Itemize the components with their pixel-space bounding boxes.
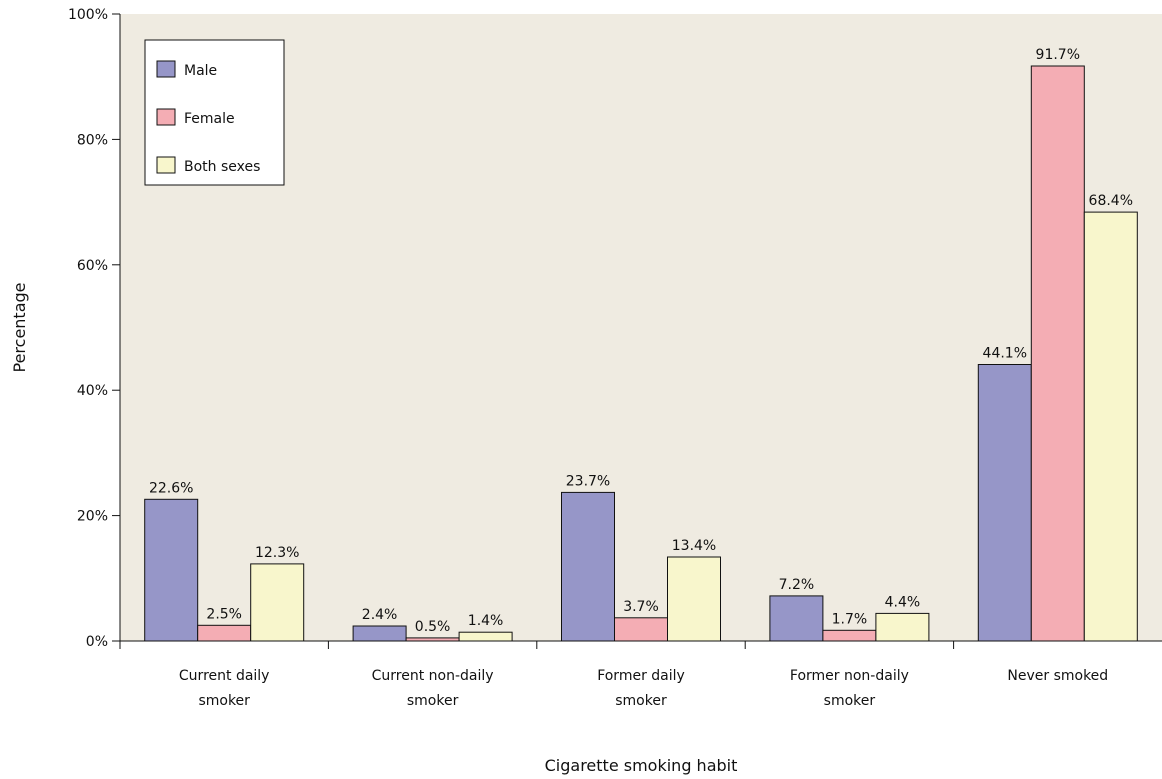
- data-label: 12.3%: [255, 545, 299, 561]
- legend-swatch: [156, 60, 176, 78]
- x-tick-label: Current daily smoker: [179, 668, 270, 709]
- y-axis-title: Percentage: [10, 282, 29, 372]
- data-label: 3.7%: [623, 599, 659, 615]
- x-axis-title: Cigarette smoking habit: [545, 756, 738, 775]
- x-tick-label: Former daily smoker: [597, 668, 685, 709]
- legend-label: Male: [184, 63, 217, 79]
- legend-swatch: [156, 108, 176, 126]
- data-label: 7.2%: [779, 577, 815, 593]
- data-labels-group: 22.6% 2.5% 12.3% 2.4% 0.5% 1.4% 23.7% 3.7% 13.4%…: [149, 47, 1133, 635]
- y-tick-label: 60%: [77, 258, 108, 274]
- y-tick-label: 80%: [77, 132, 108, 148]
- data-label: 4.4%: [885, 594, 921, 610]
- data-label: 0.5%: [415, 619, 451, 635]
- bar-female-4: [1030, 65, 1085, 642]
- legend-swatch: [156, 156, 176, 174]
- y-tick-label: 0%: [86, 634, 108, 650]
- data-label: 2.4%: [362, 607, 398, 623]
- legend-label: Female: [184, 111, 235, 127]
- bar-male-0: [144, 498, 199, 642]
- bar-both-sexes-4: [1083, 211, 1138, 642]
- data-label: 23.7%: [566, 473, 610, 489]
- bar-both-sexes-2: [667, 556, 721, 642]
- bar-male-2: [561, 491, 615, 642]
- bar-both-sexes-3: [875, 612, 930, 642]
- x-tick-label: Never smoked: [1007, 668, 1108, 684]
- y-tick-label: 20%: [77, 509, 108, 525]
- bar-female-0: [197, 624, 252, 642]
- x-tick-label: Former non-daily smoker: [790, 668, 909, 709]
- axes-group: 0% 20% 40% 60% 80% 100% Current daily smoker Cur…: [68, 7, 1162, 709]
- bar-female-2: [614, 617, 668, 642]
- bar-female-3: [822, 629, 877, 642]
- bar-both-sexes-1: [458, 631, 513, 642]
- bar-both-sexes-0: [250, 563, 305, 642]
- y-tick-label: 40%: [77, 383, 108, 399]
- data-label: 22.6%: [149, 480, 193, 496]
- data-label: 68.4%: [1089, 193, 1133, 209]
- bars-group: [144, 65, 1138, 642]
- data-label: 1.7%: [832, 611, 868, 627]
- data-label: 91.7%: [1036, 47, 1080, 63]
- bar-male-1: [352, 625, 407, 642]
- data-label: 1.4%: [468, 613, 504, 629]
- x-tick-label: Current non-daily smoker: [372, 668, 494, 709]
- legend-label: Both sexes: [184, 159, 260, 175]
- data-label: 2.5%: [206, 606, 242, 622]
- data-label: 13.4%: [672, 538, 716, 554]
- bar-male-4: [977, 364, 1032, 642]
- data-label: 44.1%: [983, 346, 1027, 362]
- y-tick-label: 100%: [68, 7, 108, 23]
- bar-male-3: [769, 595, 824, 642]
- legend: Male Female Both sexes: [144, 39, 285, 186]
